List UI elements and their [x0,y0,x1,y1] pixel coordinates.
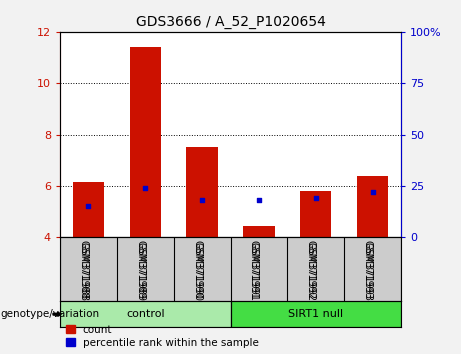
Bar [300,191,331,237]
Point [369,189,376,195]
Text: SIRT1 null: SIRT1 null [288,309,343,319]
Text: GSM371989: GSM371989 [135,242,145,301]
Bar [73,182,104,237]
Point [255,198,263,203]
Text: GSM371988: GSM371988 [78,242,89,301]
Title: GDS3666 / A_52_P1020654: GDS3666 / A_52_P1020654 [136,16,325,29]
Bar [357,176,388,237]
Text: genotype/variation: genotype/variation [0,309,99,319]
Point [85,204,92,209]
Text: GSM371989: GSM371989 [135,240,145,299]
Text: GSM371988: GSM371988 [78,240,89,299]
Point [312,195,319,201]
Bar [230,301,401,327]
Legend: count, percentile rank within the sample: count, percentile rank within the sample [65,324,260,349]
Text: GSM371993: GSM371993 [363,242,372,301]
Text: control: control [126,309,165,319]
Bar [186,147,218,237]
Text: GSM371991: GSM371991 [249,240,259,299]
Text: GSM371991: GSM371991 [249,242,259,301]
Bar [243,225,275,237]
Text: GSM371990: GSM371990 [192,242,202,301]
Text: GSM371990: GSM371990 [192,240,202,299]
Bar [60,301,230,327]
Text: GSM371992: GSM371992 [306,240,316,299]
Point [142,185,149,191]
Text: GSM371993: GSM371993 [363,240,372,299]
Point [198,198,206,203]
Text: GSM371992: GSM371992 [306,242,316,301]
Bar [130,47,161,237]
